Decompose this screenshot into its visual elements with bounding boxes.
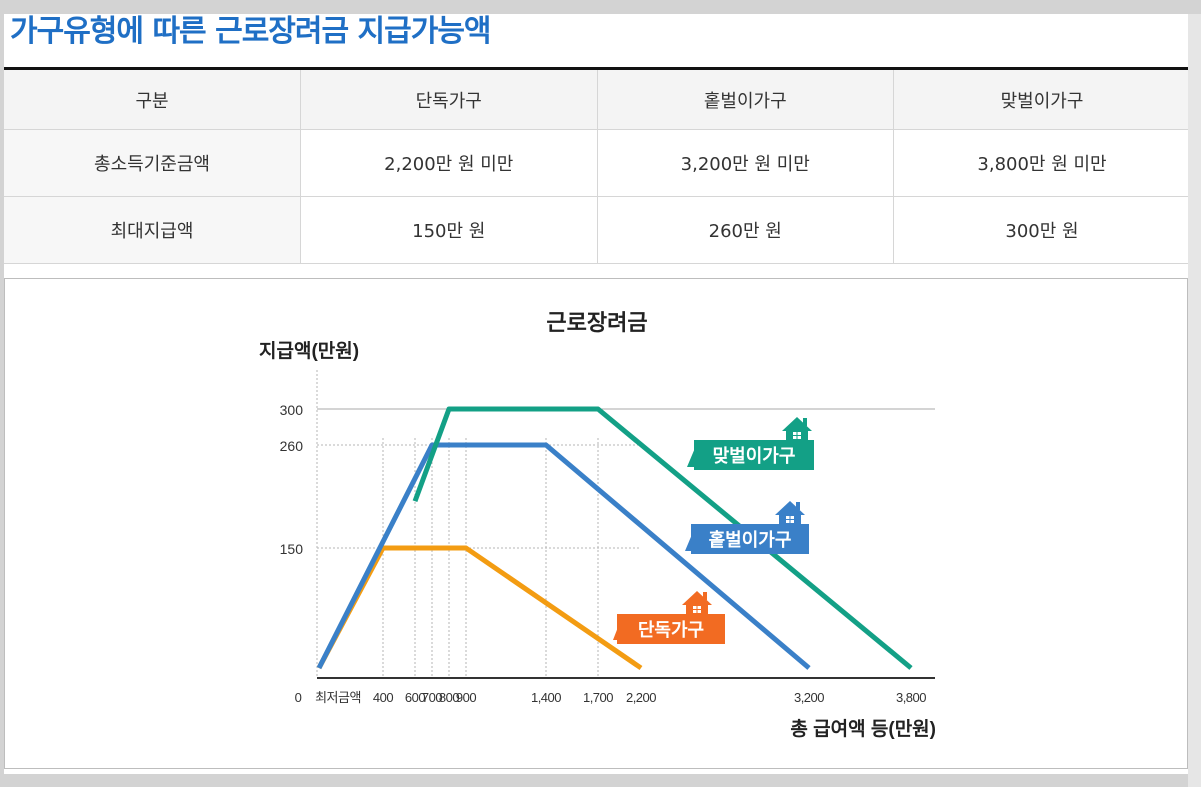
- x-tick-label: 700: [422, 690, 442, 705]
- series-line: [316, 442, 811, 670]
- scrollbar[interactable]: [1188, 14, 1201, 787]
- table-cell: 3,200만 원 미만: [597, 129, 894, 197]
- table-header-row: 구분 단독가구 홑벌이가구 맞벌이가구: [4, 70, 1190, 130]
- house-icon: [775, 501, 805, 525]
- table-cell: 260만 원: [597, 196, 894, 264]
- x-tick-label: 1,700: [583, 690, 613, 705]
- series-label: 홑벌이가구: [685, 501, 809, 554]
- house-icon: [782, 417, 812, 441]
- x-tick-label: 800: [439, 690, 459, 705]
- col-header-single-income: 홑벌이가구: [597, 70, 894, 130]
- x-tick-label: 0: [295, 690, 302, 705]
- table-row: 최대지급액 150만 원 260만 원 300만 원: [4, 196, 1190, 264]
- col-header-category: 구분: [4, 70, 301, 130]
- table-cell: 300만 원: [893, 196, 1190, 264]
- series-label-text: 단독가구: [638, 620, 704, 640]
- x-tick-label: 600: [405, 690, 425, 705]
- series-label-text: 홑벌이가구: [709, 529, 792, 550]
- x-tick-label: 900: [456, 690, 476, 705]
- row-label-max-payment: 최대지급액: [4, 196, 301, 264]
- house-icon: [682, 591, 712, 615]
- chart-title: 근로장려금: [546, 310, 647, 335]
- series-label-text: 맞벌이가구: [713, 446, 796, 466]
- col-header-dual-income: 맞벌이가구: [893, 70, 1190, 130]
- x-tick-label: 최저금액: [315, 690, 361, 705]
- header-rule: [4, 67, 1190, 70]
- x-tick-label: 400: [373, 690, 393, 705]
- table-cell: 150만 원: [300, 196, 598, 264]
- y-tick-label: 260: [280, 438, 304, 454]
- x-tick-label: 3,200: [794, 690, 824, 705]
- series-label: 단독가구: [613, 591, 725, 644]
- y-tick-label: 300: [280, 402, 304, 418]
- x-tick-label: 1,400: [531, 690, 561, 705]
- x-axis-label: 총 급여액 등(만원): [790, 718, 936, 740]
- table-row: 총소득기준금액 2,200만 원 미만 3,200만 원 미만 3,800만 원…: [4, 129, 1190, 197]
- x-tick-label: 3,800: [896, 690, 926, 705]
- y-tick-label: 150: [280, 541, 304, 557]
- series-label: 맞벌이가구: [687, 417, 814, 470]
- table-cell: 2,200만 원 미만: [300, 129, 598, 197]
- y-axis-label: 지급액(만원): [259, 340, 359, 362]
- series-line: [316, 545, 643, 671]
- col-header-single: 단독가구: [300, 70, 598, 130]
- x-tick-label: 2,200: [626, 690, 656, 705]
- earned-income-chart: 단독가구 홑벌이가구 맞벌이가구 300 260 150 0 최저금액 400 60070080…: [259, 310, 936, 740]
- row-label-income-criteria: 총소득기준금액: [4, 129, 301, 197]
- info-table: 구분 단독가구 홑벌이가구 맞벌이가구 총소득기준금액 2,200만 원 미만 …: [4, 70, 1190, 264]
- table-cell: 3,800만 원 미만: [893, 129, 1190, 197]
- chart-panel: 단독가구 홑벌이가구 맞벌이가구 300 260 150 0 최저금액 400 600 700 80…: [4, 278, 1188, 769]
- page-title: 가구유형에 따른 근로장려금 지급가능액: [10, 14, 492, 49]
